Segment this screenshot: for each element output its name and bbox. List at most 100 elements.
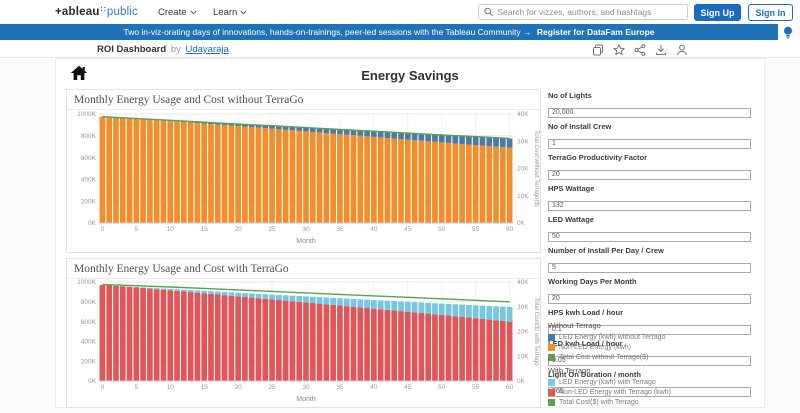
promo-banner: Two in-viz-orating days of innovations, … xyxy=(0,24,778,40)
nav-menu-create-label: Create xyxy=(158,7,187,18)
x-axis-tick: 55 xyxy=(472,226,480,233)
legend-label: Non-LED Energy with Terrago (kwh) xyxy=(559,388,671,396)
right-axis-tick: 20K xyxy=(517,166,529,173)
workbook-title: ROI Dashboard xyxy=(97,44,167,55)
dashboard-title: Energy Savings xyxy=(361,68,459,83)
nav-menu-learn[interactable]: Learn xyxy=(213,7,247,18)
x-axis-tick: 55 xyxy=(472,384,480,391)
share-icon[interactable] xyxy=(634,43,646,56)
left-axis-tick: 0K xyxy=(88,378,97,385)
legend-item[interactable]: LED Energy (kwh) without Terrago xyxy=(548,332,760,342)
x-axis-tick: 0 xyxy=(101,226,105,233)
param-input-number-of-install-per-day-crew[interactable] xyxy=(548,262,751,273)
banner-text: Two in-viz-orating days of innovations, … xyxy=(123,27,532,37)
legend-swatch-icon xyxy=(548,333,555,341)
byline: by xyxy=(170,44,181,55)
search-input[interactable] xyxy=(497,7,682,17)
param-input-no-of-lights[interactable] xyxy=(548,107,751,118)
profile-icon[interactable] xyxy=(676,43,688,56)
param-label: LED kwh Load / hour xyxy=(548,339,623,348)
x-axis-tick: 50 xyxy=(438,226,446,233)
param-label: HPS kwh Load / hour xyxy=(548,308,624,317)
param-input-led-kwh-load-hour[interactable] xyxy=(548,355,751,366)
chart-plot-with-terrago[interactable]: 0K 200K 400K 600K 800K 1000K 0K 10K 20K 30K 40K 0 5 1… xyxy=(67,279,540,405)
param-input-led-wattage[interactable] xyxy=(548,231,751,242)
chart-title: Monthly Energy Usage and Cost without Te… xyxy=(67,90,540,110)
x-axis-tick: 25 xyxy=(268,226,276,233)
param-input-terrago-productivity-factor[interactable] xyxy=(548,169,751,180)
x-axis-tick: 35 xyxy=(336,226,344,233)
logo-brand: +ableau xyxy=(55,6,100,18)
param-input-hps-kwh-load-hour[interactable] xyxy=(548,324,751,335)
top-nav: +ableau∷public Create Learn Sign Up Sign… xyxy=(0,0,800,24)
x-axis-tick: 45 xyxy=(404,384,412,391)
toolbar-actions xyxy=(592,43,688,56)
param-label: No of Lights xyxy=(548,91,592,100)
sign-in-button[interactable]: Sign In xyxy=(748,4,793,21)
x-axis-tick: 35 xyxy=(336,384,344,391)
home-icon[interactable] xyxy=(70,65,88,81)
sign-up-button[interactable]: Sign Up xyxy=(694,4,741,21)
right-axis-tick: 20K xyxy=(517,329,529,336)
legend-item[interactable]: Non-LED Energy with Terrago (kwh) xyxy=(548,387,760,397)
x-axis-tick: 15 xyxy=(201,384,209,391)
x-axis-tick: 20 xyxy=(235,226,243,233)
param-label: HPS Wattage xyxy=(548,184,595,193)
param-input-hps-wattage[interactable] xyxy=(548,200,751,211)
legend-item[interactable]: Total Cost without Terrago($) xyxy=(548,352,760,362)
param-input-no-of-install-crew[interactable] xyxy=(548,138,751,149)
x-axis-tick: 30 xyxy=(302,226,310,233)
legend-label: Total Cost($) with Terrago xyxy=(559,398,639,406)
viz-container: Energy Savings Monthly Energy Usage and … xyxy=(55,58,765,408)
chart-plot-without-terrago[interactable]: 0K 200K 400K 600K 800K 1000K 0K 10K 20K 30K 40K 0 5 1… xyxy=(67,110,540,248)
download-icon[interactable] xyxy=(655,43,667,55)
x-axis-tick: 20 xyxy=(235,384,243,391)
parameter-block: No of Install Crew xyxy=(548,122,760,150)
chart-title: Monthly Energy Usage and Cost with Terra… xyxy=(67,259,540,279)
parameter-block: LED kwh Load / hour xyxy=(548,339,760,367)
x-axis-tick: 40 xyxy=(370,226,378,233)
favorite-star-icon[interactable] xyxy=(613,43,625,56)
parameter-block: HPS kwh Load / hour xyxy=(548,308,760,336)
legend-swatch-icon xyxy=(548,388,555,396)
nav-menu-create[interactable]: Create xyxy=(158,7,197,18)
parameter-block: Number of Install Per Day / Crew xyxy=(548,246,760,274)
chevron-down-icon xyxy=(240,10,247,15)
x-axis-tick: 10 xyxy=(167,226,175,233)
left-axis-tick: 1000K xyxy=(77,111,96,118)
legend-item[interactable]: Total Cost($) with Terrago xyxy=(548,397,760,407)
legend-label: Non-LED Energy (kwh) xyxy=(559,343,631,351)
search-icon xyxy=(484,7,493,17)
legend-swatch-icon xyxy=(548,343,555,351)
author-link[interactable]: Udayaraja xyxy=(185,44,229,55)
x-axis-tick: 50 xyxy=(438,384,446,391)
lightbulb-help-icon[interactable] xyxy=(782,26,794,40)
legend-item[interactable]: LED Energy (kwh) with Terrago xyxy=(548,377,760,387)
param-label: Light On Duration / month xyxy=(548,370,641,379)
left-axis-tick: 200K xyxy=(81,198,97,205)
workbook-header: ROI Dashboard by Udayaraja xyxy=(97,44,229,55)
legend-panel: Without Terrago LED Energy (kwh) without … xyxy=(548,317,760,407)
left-axis-tick: 400K xyxy=(81,339,97,346)
right-axis-tick: 40K xyxy=(517,111,529,118)
tableau-public-logo[interactable]: +ableau∷public xyxy=(55,5,138,18)
search-box xyxy=(478,4,688,20)
viz-toolbar: ROI Dashboard by Udayaraja xyxy=(0,40,800,58)
banner-register-link[interactable]: Register for DataFam Europe xyxy=(536,27,655,37)
legend-label: Total Cost without Terrago($) xyxy=(559,353,649,361)
right-axis-tick: 0K xyxy=(517,378,526,385)
x-axis-tick: 60 xyxy=(506,226,514,233)
copy-icon[interactable] xyxy=(592,43,604,56)
legend-group-title: With Terrago xyxy=(548,366,591,375)
tableau-logo-mark-icon: ∷ xyxy=(100,5,106,14)
param-label: Number of Install Per Day / Crew xyxy=(548,246,664,255)
x-axis-tick: 10 xyxy=(167,384,175,391)
param-input-working-days-per-month[interactable] xyxy=(548,293,751,304)
legend-item[interactable]: Non-LED Energy (kwh) xyxy=(548,342,760,352)
parameter-block: LED Wattage xyxy=(548,215,760,243)
chevron-down-icon xyxy=(189,10,197,15)
left-axis-tick: 0K xyxy=(88,220,97,227)
left-axis-tick: 600K xyxy=(81,319,97,326)
right-axis-tick: 40K xyxy=(517,279,529,286)
logo-product: public xyxy=(106,6,139,18)
